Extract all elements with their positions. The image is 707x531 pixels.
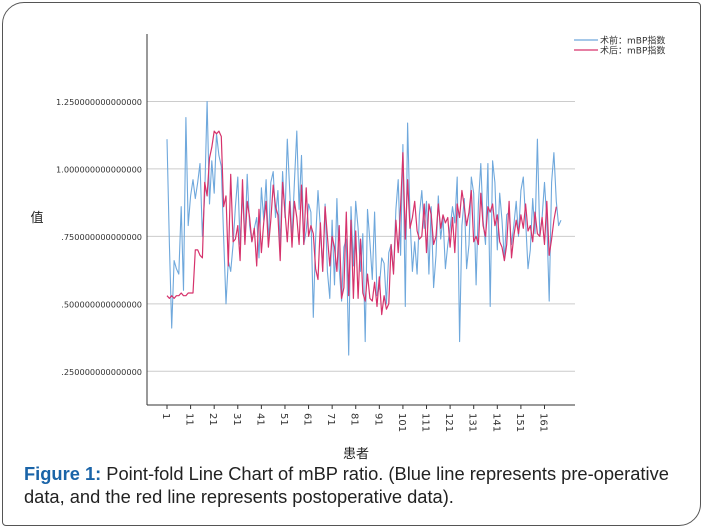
- series-line-post: [166, 130, 557, 316]
- series-lines: [166, 100, 562, 356]
- y-tick-label: 1.000000000000000: [56, 164, 142, 174]
- x-tick-label: 111: [420, 413, 431, 432]
- caption-label: Figure 1:: [24, 463, 102, 484]
- x-tick-label: 21: [207, 413, 218, 426]
- x-tick-label: 1: [160, 413, 171, 419]
- legend-label: 术后：mBP指数: [600, 45, 665, 57]
- x-tick-label: 151: [514, 413, 525, 432]
- x-tick-label: 11: [184, 413, 195, 426]
- y-tick-label: .750000000000000: [61, 232, 142, 242]
- x-tick-label: 91: [372, 413, 383, 426]
- y-tick-labels: .250000000000000 .500000000000000 .7500000…: [56, 97, 142, 377]
- x-tick-label: 121: [443, 413, 454, 432]
- y-axis-label: 值: [30, 210, 43, 226]
- figure-frame: [2, 2, 701, 526]
- legend-label: 术前：mBP指数: [600, 35, 665, 47]
- x-tick-label: 131: [467, 413, 478, 432]
- x-tick-label: 41: [254, 413, 265, 426]
- x-tick-labels: 1 11 21 31 41 51 61 71 81 91 101 111 121 131 141 151 161: [160, 405, 548, 432]
- figure-caption: Figure 1: Point-fold Line Chart of mBP r…: [24, 462, 692, 508]
- y-tick-label: .250000000000000: [61, 367, 142, 377]
- y-tick-label: .500000000000000: [61, 299, 142, 309]
- series-line-pre: [166, 100, 562, 356]
- gridlines: [147, 100, 575, 372]
- x-tick-label: 51: [278, 413, 289, 426]
- x-tick-label: 71: [325, 413, 336, 426]
- x-tick-label: 81: [349, 413, 360, 426]
- y-tick-label: 1.250000000000000: [56, 97, 142, 107]
- x-tick-label: 61: [302, 413, 313, 426]
- x-axis-label: 患者: [343, 447, 369, 462]
- x-tick-label: 161: [537, 413, 548, 432]
- axes: [146, 34, 575, 406]
- caption-text: Point-fold Line Chart of mBP ratio. (Blu…: [24, 463, 669, 507]
- x-tick-label: 31: [231, 413, 242, 426]
- x-tick-label: 101: [396, 413, 407, 432]
- x-tick-label: 141: [490, 413, 501, 432]
